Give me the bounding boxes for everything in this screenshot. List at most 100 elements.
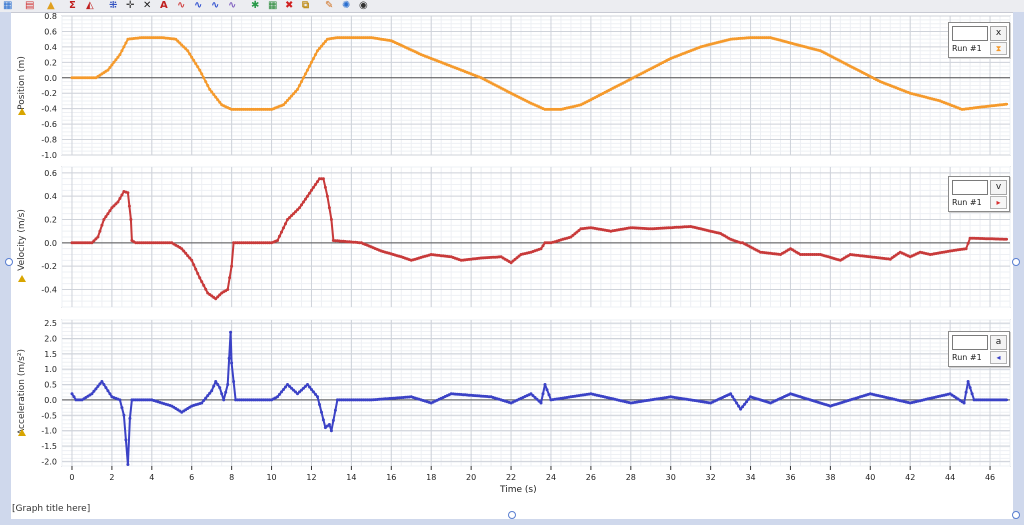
acceleration-data-point [227, 356, 231, 360]
velocity-data-point [278, 234, 281, 238]
x-axis-label: Time (s) [500, 485, 537, 495]
resize-handle-left[interactable] [5, 258, 13, 266]
velocity-data-point [517, 254, 521, 258]
x-tick-label: 42 [905, 473, 915, 482]
annotate-icon[interactable]: A [160, 0, 168, 11]
velocity-legend[interactable]: v Run #1 ▸ [948, 176, 1010, 212]
smooth-icon[interactable]: ∿ [228, 0, 237, 11]
acceleration-data-point [735, 401, 739, 405]
tangent-icon[interactable]: ◭ [86, 0, 94, 11]
velocity-data-point [216, 295, 220, 299]
position-data-point [292, 92, 295, 96]
velocity-data-point [327, 206, 331, 210]
velocity-data-point [102, 218, 106, 221]
acceleration-data-point [226, 383, 230, 386]
velocity-data-point [202, 283, 206, 287]
acceleration-marker-icon[interactable]: ◂ [990, 351, 1007, 364]
velocity-y-tick-label: -0.2 [41, 262, 57, 271]
acceleration-data-point [329, 429, 333, 433]
select-icon[interactable]: ⧉ [302, 0, 310, 11]
resize-handle-bottom[interactable] [508, 511, 516, 519]
examine-icon[interactable]: ⁜ [109, 0, 118, 11]
x-tick-label: 28 [626, 473, 636, 482]
position-data-point [124, 41, 128, 45]
velocity-data-point [292, 212, 295, 216]
acceleration-data-point [323, 426, 327, 430]
acceleration-legend-field[interactable] [952, 335, 988, 350]
x-tick-label: 20 [466, 473, 476, 482]
position-data-point [114, 58, 118, 62]
x-tick-label: 36 [785, 473, 795, 482]
view-icon[interactable]: ◉ [359, 0, 368, 11]
velocity-marker-icon[interactable]: ▸ [990, 196, 1007, 209]
position-data-point [321, 42, 325, 46]
velocity-legend-field[interactable] [952, 180, 988, 195]
x-tick-label: 38 [825, 473, 835, 482]
x-tick-label: 6 [189, 473, 194, 482]
position-legend-field[interactable] [952, 26, 988, 41]
acceleration-data-point [333, 408, 337, 412]
velocity-data-point [100, 223, 104, 227]
position-data-point [180, 43, 184, 47]
acceleration-legend[interactable]: a Run #1 ◂ [948, 331, 1010, 367]
scale-icon[interactable]: ✕ [143, 0, 152, 11]
delete-icon[interactable]: ✖ [285, 0, 294, 11]
resize-handle-corner[interactable] [1012, 511, 1020, 519]
velocity-data-point [290, 214, 293, 218]
position-data-point [200, 72, 204, 76]
acceleration-y-tick-label: -1.5 [41, 442, 57, 451]
acceleration-data-point [964, 390, 968, 394]
acceleration-data-point [70, 392, 74, 396]
velocity-data-point [112, 204, 116, 208]
acceleration-data-point [106, 389, 110, 393]
bottom-frame [0, 519, 1024, 525]
acceleration-data-point [541, 392, 545, 396]
velocity-data-point [541, 244, 545, 248]
acceleration-data-point [212, 384, 216, 388]
position-legend[interactable]: x Run #1 ⧗ [948, 22, 1010, 58]
acceleration-data-point [98, 382, 102, 386]
model-icon[interactable]: ∿ [194, 0, 203, 11]
acceleration-data-point [278, 392, 281, 396]
position-data-point [323, 40, 327, 43]
crosshair-icon[interactable]: ✛ [126, 0, 135, 11]
interpolate-icon[interactable]: ✱ [251, 0, 260, 11]
analyze-icon[interactable]: ▲ [47, 0, 55, 11]
data-table-icon[interactable]: ▦ [3, 0, 13, 11]
graph-title[interactable]: [Graph title here] [12, 504, 91, 514]
velocity-warning-icon[interactable] [18, 275, 26, 282]
acceleration-data-point [208, 391, 212, 395]
position-marker-icon[interactable]: ⧗ [990, 42, 1007, 55]
velocity-legend-run: Run #1 [952, 198, 982, 207]
position-warning-icon[interactable] [18, 108, 26, 115]
x-tick-label: 22 [506, 473, 516, 482]
x-tick-label: 46 [985, 473, 995, 482]
acceleration-data-point [537, 399, 541, 403]
acceleration-data-point [214, 380, 218, 383]
chart-options-icon[interactable]: ▤ [25, 0, 35, 11]
acceleration-data-point [529, 392, 533, 396]
statistics-icon[interactable]: Σ [69, 0, 76, 11]
position-data-point [122, 45, 126, 49]
resize-handle-right[interactable] [1012, 258, 1020, 266]
velocity-data-point [298, 206, 301, 210]
acceleration-data-point [1004, 398, 1008, 402]
acceleration-data-point [304, 384, 307, 388]
curve-fit-icon[interactable]: ∿ [177, 0, 186, 11]
position-data-point [298, 84, 301, 87]
grid-icon[interactable]: ▦ [268, 0, 278, 11]
position-y-tick-label: -0.4 [41, 105, 57, 114]
x-tick-label: 8 [229, 473, 234, 482]
acceleration-warning-icon[interactable] [18, 429, 26, 436]
x-tick-label: 2 [109, 473, 114, 482]
settings-icon[interactable]: ✺ [342, 0, 351, 11]
position-y-tick-label: 0.8 [44, 12, 57, 21]
pin-icon[interactable]: ✎ [325, 0, 334, 11]
velocity-data-point [200, 280, 204, 284]
velocity-data-point [325, 194, 329, 198]
position-data-point [304, 72, 307, 76]
acceleration-data-point [206, 394, 210, 398]
position-y-tick-label: 0.4 [44, 43, 57, 52]
integral-icon[interactable]: ∿ [211, 0, 220, 11]
